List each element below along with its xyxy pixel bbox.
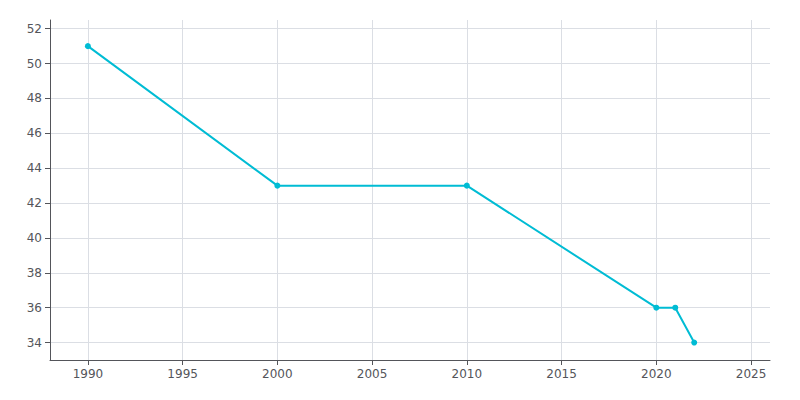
svg-text:48: 48 — [27, 91, 42, 105]
svg-text:52: 52 — [27, 22, 42, 36]
svg-text:34: 34 — [27, 336, 42, 350]
svg-text:36: 36 — [27, 301, 42, 315]
svg-text:46: 46 — [27, 126, 42, 140]
svg-text:2000: 2000 — [262, 367, 293, 381]
svg-text:2010: 2010 — [452, 367, 483, 381]
svg-text:50: 50 — [27, 57, 42, 71]
svg-text:40: 40 — [27, 231, 42, 245]
svg-text:1995: 1995 — [167, 367, 198, 381]
svg-text:44: 44 — [27, 161, 42, 175]
svg-text:1990: 1990 — [73, 367, 104, 381]
svg-text:42: 42 — [27, 196, 42, 210]
svg-text:2015: 2015 — [546, 367, 577, 381]
svg-text:2025: 2025 — [736, 367, 767, 381]
svg-text:38: 38 — [27, 266, 42, 280]
svg-text:2005: 2005 — [357, 367, 388, 381]
svg-text:2020: 2020 — [641, 367, 672, 381]
